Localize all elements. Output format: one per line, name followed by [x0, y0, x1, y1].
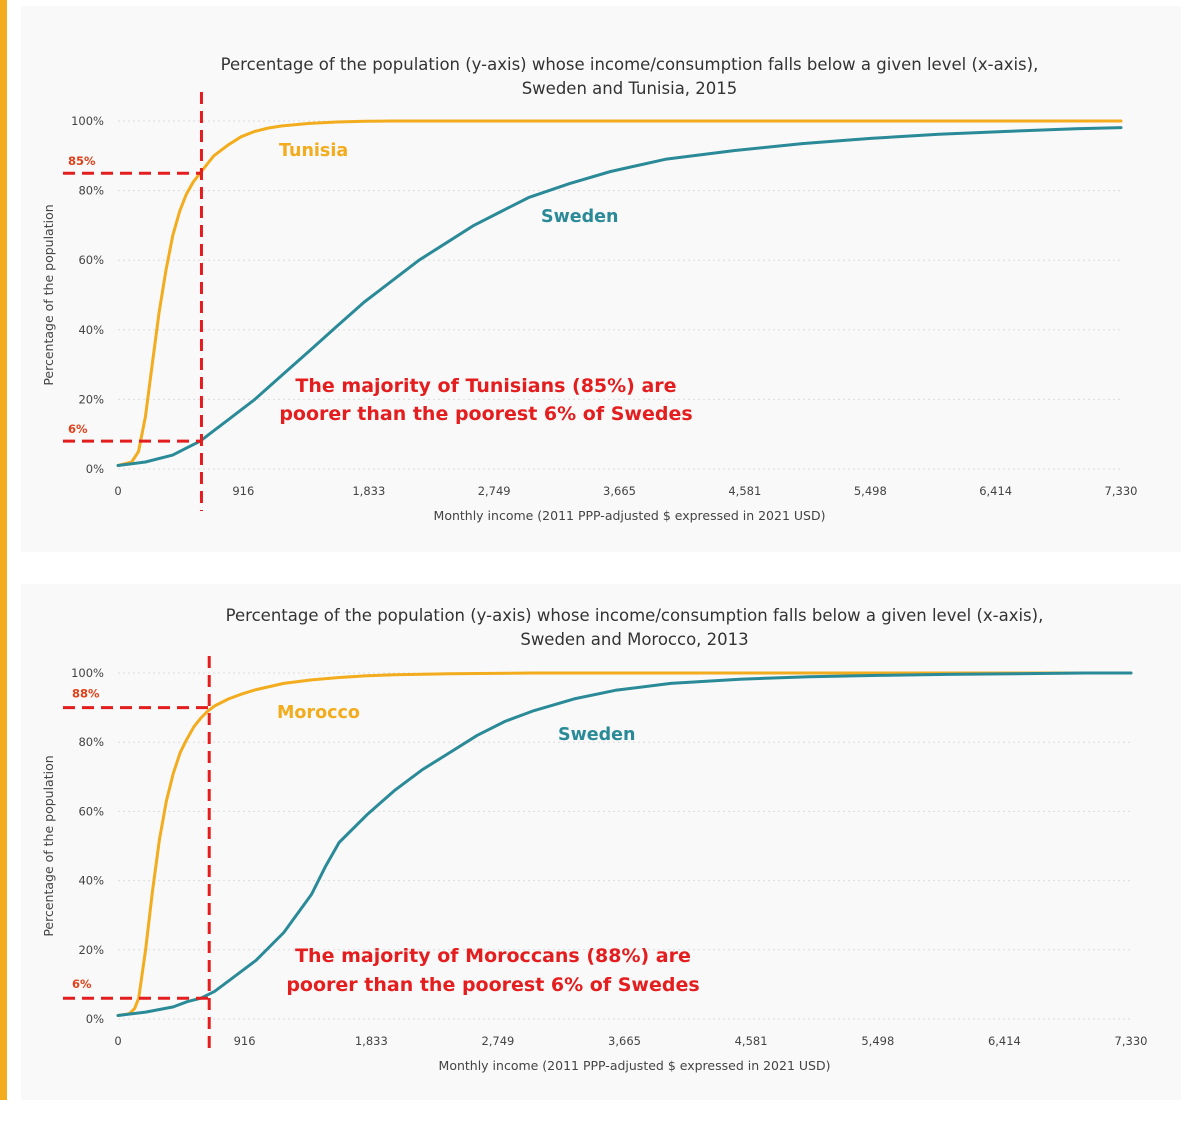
- series-line-sweden: [116, 126, 1123, 467]
- annotation-line: poorer than the poorest 6% of Swedes: [286, 974, 699, 996]
- series-line-tunisia: [116, 119, 1123, 467]
- marker-label-country: 85%: [68, 154, 96, 168]
- accent-bar: [0, 0, 7, 1100]
- chart-title: Percentage of the population (y-axis) wh…: [226, 606, 1044, 625]
- y-tick-label: 40%: [78, 874, 104, 888]
- y-axis-label: Percentage of the population: [41, 755, 56, 936]
- y-tick-label: 60%: [78, 253, 104, 267]
- y-tick-label: 20%: [78, 392, 104, 406]
- annotation-line: The majority of Tunisians (85%) are: [295, 375, 676, 397]
- x-tick-label: 1,833: [352, 484, 385, 498]
- x-tick-label: 3,665: [608, 1034, 641, 1048]
- x-tick-label: 7,330: [1105, 484, 1138, 498]
- chart-subtitle: Sweden and Morocco, 2013: [520, 630, 748, 649]
- chart-panel-morocco: Percentage of the population (y-axis) wh…: [21, 584, 1181, 1100]
- x-axis-label: Monthly income (2011 PPP-adjusted $ expr…: [439, 1058, 831, 1073]
- x-tick-label: 6,414: [988, 1034, 1021, 1048]
- x-tick-label: 2,749: [481, 1034, 514, 1048]
- y-tick-label: 80%: [78, 184, 104, 198]
- chart-sweden-morocco: Percentage of the population (y-axis) wh…: [41, 606, 1148, 1073]
- series-label-tunisia: Tunisia: [279, 141, 348, 161]
- y-tick-label: 20%: [78, 943, 104, 957]
- x-tick-label: 2,749: [478, 484, 511, 498]
- y-tick-label: 100%: [71, 666, 104, 680]
- y-axis-label: Percentage of the population: [41, 204, 56, 385]
- x-tick-label: 0: [114, 1034, 121, 1048]
- y-tick-label: 60%: [78, 804, 104, 818]
- chart-subtitle: Sweden and Tunisia, 2015: [522, 79, 738, 98]
- y-tick-label: 40%: [78, 323, 104, 337]
- chart-title: Percentage of the population (y-axis) wh…: [221, 55, 1039, 74]
- x-tick-label: 6,414: [979, 484, 1012, 498]
- y-tick-label: 0%: [86, 1012, 104, 1026]
- x-tick-label: 5,498: [861, 1034, 894, 1048]
- y-tick-label: 100%: [71, 114, 104, 128]
- x-tick-label: 4,581: [728, 484, 761, 498]
- series-line-morocco: [116, 671, 1133, 1017]
- y-tick-label: 0%: [86, 462, 104, 476]
- x-tick-label: 5,498: [854, 484, 887, 498]
- marker-label-sweden: 6%: [68, 422, 88, 436]
- series-label-sweden: Sweden: [558, 725, 636, 745]
- x-tick-label: 916: [232, 484, 254, 498]
- x-tick-label: 3,665: [603, 484, 636, 498]
- x-tick-label: 7,330: [1115, 1034, 1148, 1048]
- marker-label-country: 88%: [72, 687, 100, 701]
- series-label-sweden: Sweden: [541, 207, 619, 227]
- marker-label-sweden: 6%: [72, 977, 92, 991]
- chart-panel-tunisia: Percentage of the population (y-axis) wh…: [21, 6, 1181, 552]
- x-tick-label: 1,833: [355, 1034, 388, 1048]
- annotation-line: poorer than the poorest 6% of Swedes: [279, 403, 692, 425]
- y-tick-label: 80%: [78, 735, 104, 749]
- x-tick-label: 4,581: [735, 1034, 768, 1048]
- series-label-morocco: Morocco: [277, 703, 360, 723]
- chart-sweden-tunisia: Percentage of the population (y-axis) wh…: [41, 55, 1138, 523]
- x-axis-label: Monthly income (2011 PPP-adjusted $ expr…: [434, 508, 826, 523]
- x-tick-label: 0: [114, 484, 121, 498]
- annotation-line: The majority of Moroccans (88%) are: [295, 945, 691, 967]
- series-line-sweden: [116, 671, 1133, 1017]
- x-tick-label: 916: [234, 1034, 256, 1048]
